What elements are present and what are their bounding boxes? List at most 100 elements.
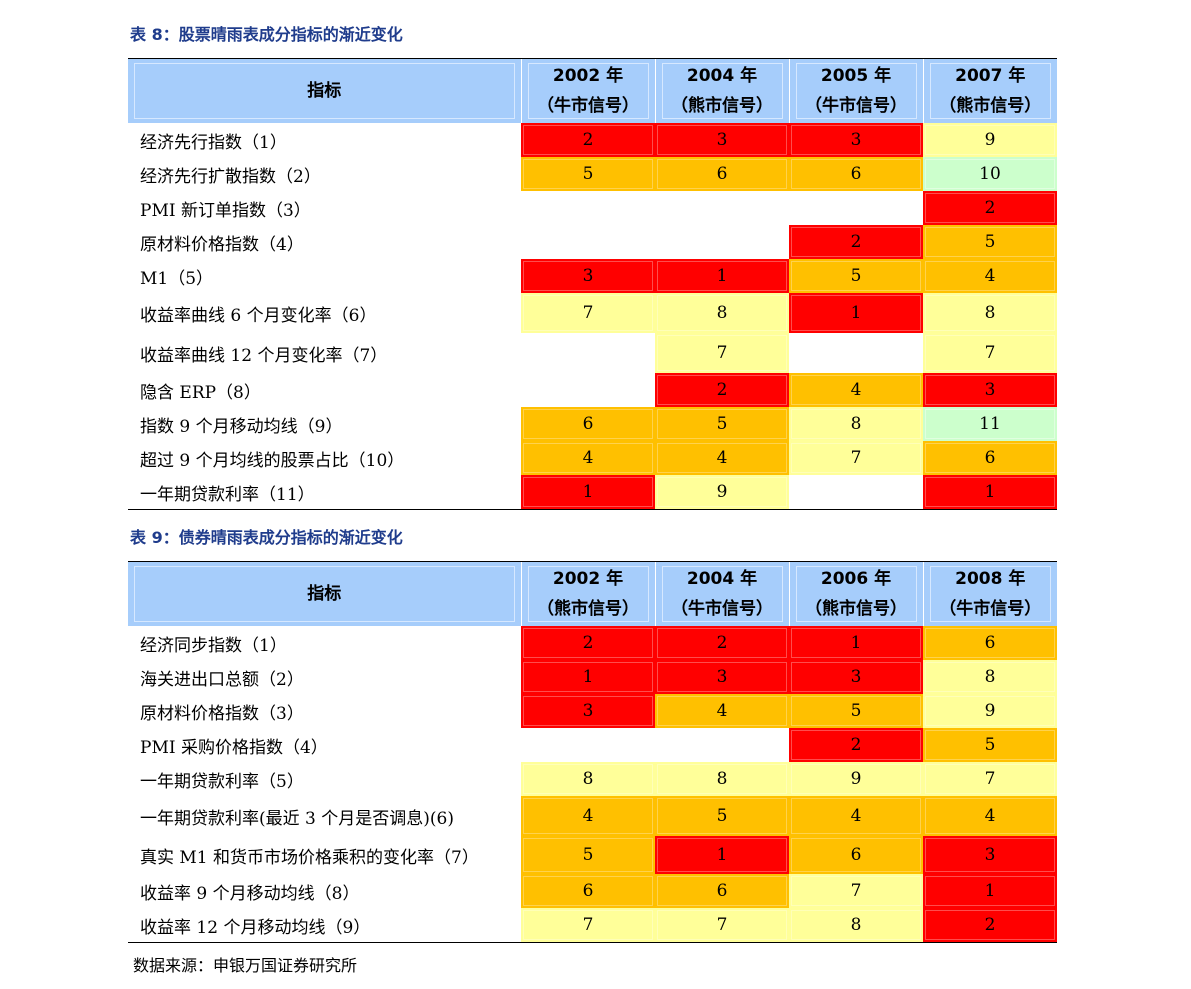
table8-row: 收益率曲线 12 个月变化率（7） 7 7 xyxy=(128,333,1057,373)
table8-header-indicator: 指标 xyxy=(128,58,521,123)
rank-value: 6 xyxy=(523,876,653,906)
rank-cell: 8 xyxy=(521,762,655,796)
indicator-label: M1（5） xyxy=(140,268,214,289)
indicator-label: 收益率曲线 6 个月变化率（6） xyxy=(140,305,377,326)
rank-cell: 6 xyxy=(521,407,655,441)
rank-cell: 5 xyxy=(521,157,655,191)
header-signal: （熊市信号） xyxy=(671,96,773,116)
rank-cell: 5 xyxy=(923,728,1057,762)
table8: 指标 2002 年 （牛市信号） 2004 年 （熊市信号） 2005 年 （牛市信号… xyxy=(128,58,1057,510)
rank-value: 8 xyxy=(523,764,653,794)
header-label: 指标 xyxy=(307,584,342,604)
table8-caption: 表 8：股票晴雨表成分指标的渐近变化 xyxy=(130,25,403,44)
table8-row: PMI 新订单指数（3） 2 xyxy=(128,191,1057,225)
rank-cell: 4 xyxy=(789,796,923,836)
rank-cell: 6 xyxy=(655,157,789,191)
table9-row: 收益率 12 个月移动均线（9） 7 7 8 2 xyxy=(128,908,1057,943)
rank-cell: 3 xyxy=(923,373,1057,407)
rank-cell xyxy=(521,191,655,225)
table9-header-col: 2008 年 （牛市信号） xyxy=(922,561,1057,626)
rank-value xyxy=(791,335,921,371)
rank-cell: 6 xyxy=(789,157,923,191)
rank-cell: 6 xyxy=(923,441,1057,475)
rank-cell: 4 xyxy=(655,441,789,475)
rank-value: 3 xyxy=(925,838,1055,872)
rank-value: 1 xyxy=(925,477,1055,507)
table9-caption: 表 9：债券晴雨表成分指标的渐近变化 xyxy=(130,528,403,547)
header-year: 2006 年 xyxy=(820,569,892,589)
rank-cell: 11 xyxy=(923,407,1057,441)
rank-value: 1 xyxy=(657,838,787,872)
rank-cell: 1 xyxy=(789,626,923,660)
rank-cell: 1 xyxy=(521,660,655,694)
table9-row: 一年期贷款利率(最近 3 个月是否调息)(6) 4 5 4 4 xyxy=(128,796,1057,836)
rank-cell: 2 xyxy=(655,373,789,407)
rank-cell xyxy=(521,333,655,373)
rank-value: 4 xyxy=(657,443,787,473)
rank-cell: 3 xyxy=(655,660,789,694)
rank-cell: 2 xyxy=(923,191,1057,225)
rank-value: 5 xyxy=(523,159,653,189)
rank-cell: 3 xyxy=(789,123,923,157)
rank-value: 3 xyxy=(523,261,653,291)
rank-value: 2 xyxy=(925,910,1055,940)
rank-cell: 2 xyxy=(923,908,1057,943)
rank-cell: 5 xyxy=(655,796,789,836)
rank-value: 5 xyxy=(925,730,1055,760)
rank-value: 11 xyxy=(925,409,1055,439)
indicator-label: PMI 新订单指数（3） xyxy=(140,200,311,221)
rank-cell xyxy=(521,225,655,259)
rank-value: 9 xyxy=(925,696,1055,726)
rank-cell: 4 xyxy=(521,441,655,475)
rank-value: 2 xyxy=(657,375,787,405)
table9-header-row: 指标 2002 年 （熊市信号） 2004 年 （牛市信号） 2006 年 （熊市信号… xyxy=(128,561,1057,626)
rank-cell: 6 xyxy=(923,626,1057,660)
rank-value: 8 xyxy=(791,910,921,940)
rank-cell: 3 xyxy=(923,836,1057,874)
table9-header-col: 2006 年 （熊市信号） xyxy=(788,561,923,626)
rank-value: 7 xyxy=(925,335,1055,371)
header-signal: （熊市信号） xyxy=(939,96,1042,116)
rank-value: 2 xyxy=(523,628,653,658)
rank-cell: 7 xyxy=(923,762,1057,796)
rank-cell: 3 xyxy=(521,694,655,728)
header-signal: （牛市信号） xyxy=(939,599,1042,619)
rank-cell: 8 xyxy=(655,293,789,333)
rank-value: 6 xyxy=(523,409,653,439)
table9-header-col: 2004 年 （牛市信号） xyxy=(654,561,789,626)
rank-cell: 1 xyxy=(655,836,789,874)
rank-cell xyxy=(521,728,655,762)
rank-cell: 8 xyxy=(655,762,789,796)
rank-cell: 7 xyxy=(521,908,655,943)
rank-value: 5 xyxy=(657,409,787,439)
table9-row: 经济同步指数（1） 2 2 1 6 xyxy=(128,626,1057,660)
rank-value: 4 xyxy=(791,798,921,834)
table8-row: 原材料价格指数（4） 2 5 xyxy=(128,225,1057,259)
indicator-label: 隐含 ERP（8） xyxy=(140,382,261,403)
indicator-label: 原材料价格指数（3） xyxy=(140,703,304,724)
rank-value: 8 xyxy=(657,764,787,794)
indicator-label: 一年期贷款利率(最近 3 个月是否调息)(6) xyxy=(140,808,454,829)
rank-value: 7 xyxy=(657,335,787,371)
rank-cell: 6 xyxy=(789,836,923,874)
rank-value: 4 xyxy=(523,443,653,473)
rank-value xyxy=(523,193,653,223)
rank-value: 3 xyxy=(925,375,1055,405)
rank-value: 4 xyxy=(657,696,787,726)
header-year: 2004 年 xyxy=(686,569,758,589)
rank-cell: 7 xyxy=(521,293,655,333)
rank-cell: 3 xyxy=(521,259,655,293)
rank-cell: 8 xyxy=(923,293,1057,333)
indicator-label: PMI 采购价格指数（4） xyxy=(140,737,328,758)
rank-value: 5 xyxy=(791,261,921,291)
rank-value: 3 xyxy=(657,125,787,155)
rank-cell: 7 xyxy=(923,333,1057,373)
rank-cell: 9 xyxy=(655,475,789,510)
table8-header-col: 2002 年 （牛市信号） xyxy=(520,58,655,123)
rank-value: 1 xyxy=(657,261,787,291)
rank-value xyxy=(657,730,787,760)
indicator-label: 超过 9 个月均线的股票占比（10） xyxy=(140,450,405,471)
rank-value: 2 xyxy=(523,125,653,155)
rank-cell: 2 xyxy=(655,626,789,660)
rank-value: 5 xyxy=(657,798,787,834)
